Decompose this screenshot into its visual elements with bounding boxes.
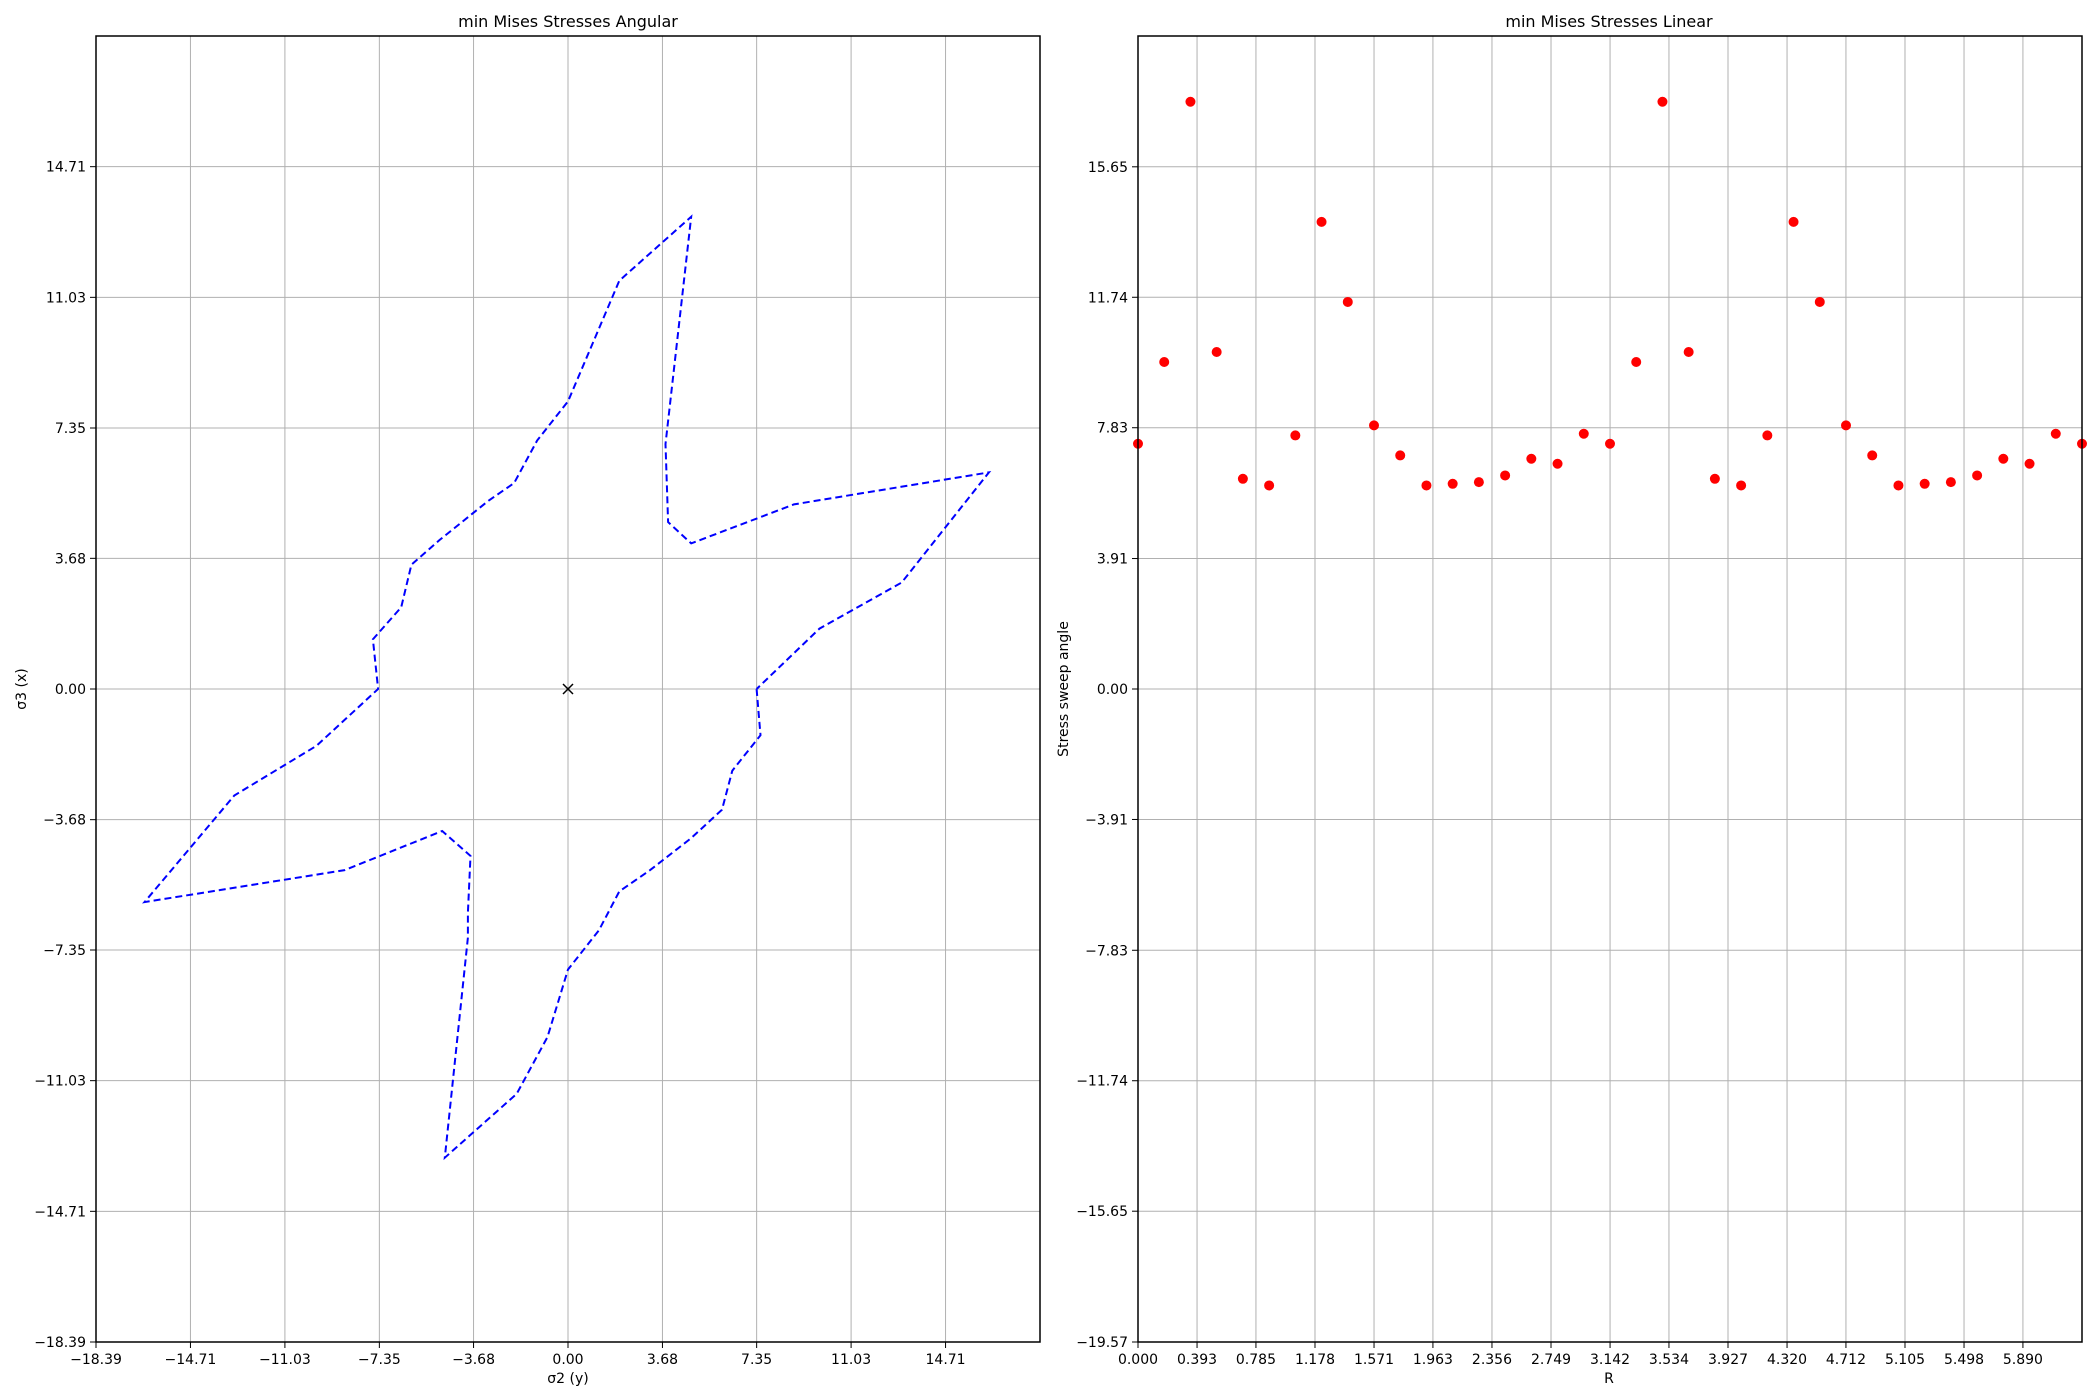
scatter-point xyxy=(1814,296,1825,307)
angular-tick-labels: −18.39 −14.71 −11.03 −7.35 −3.68 0.00 3.68 7.35… xyxy=(34,160,965,1368)
angular-x-tick-label: −3.68 xyxy=(452,1352,495,1368)
scatter-point xyxy=(1421,480,1432,491)
linear-x-tick-label: 5.105 xyxy=(1885,1352,1925,1368)
linear-x-tick-label: 3.142 xyxy=(1590,1352,1630,1368)
angular-x-tick-label: 14.71 xyxy=(926,1352,966,1368)
angular-y-tick-label: −7.35 xyxy=(43,943,86,959)
linear-x-tick-label: 0.000 xyxy=(1118,1352,1158,1368)
angular-x-tick-label: 7.35 xyxy=(741,1352,772,1368)
angular-x-tick-label: −14.71 xyxy=(165,1352,217,1368)
angular-y-tick-label: −3.68 xyxy=(43,813,86,829)
linear-x-tick-label: 0.393 xyxy=(1177,1352,1217,1368)
scatter-point xyxy=(1185,96,1196,107)
linear-y-tick-label: 3.91 xyxy=(1097,552,1128,568)
linear-x-tick-label: 3.927 xyxy=(1708,1352,1748,1368)
scatter-point xyxy=(1919,478,1930,489)
linear-x-tick-label: 4.320 xyxy=(1767,1352,1807,1368)
scatter-point xyxy=(2024,458,2035,469)
linear-y-tick-label: −11.74 xyxy=(1076,1074,1128,1090)
linear-data xyxy=(1133,96,2087,491)
linear-plot: min Mises Stresses Linear 0.000 0.393 0.78… xyxy=(1056,12,2087,1387)
linear-x-tick-label: 1.963 xyxy=(1413,1352,1453,1368)
linear-y-tick-label: −3.91 xyxy=(1085,812,1128,828)
linear-x-tick-label: 1.571 xyxy=(1354,1352,1394,1368)
linear-x-tick-label: 0.785 xyxy=(1236,1352,1276,1368)
angular-y-tick-label: 14.71 xyxy=(46,160,86,176)
angular-x-tick-label: −18.39 xyxy=(70,1352,122,1368)
linear-axes-frame xyxy=(1137,35,2083,1343)
linear-plot-title: min Mises Stresses Linear xyxy=(1505,12,1713,31)
angular-plot-title: min Mises Stresses Angular xyxy=(458,12,678,31)
angular-y-tick-label: 11.03 xyxy=(46,290,86,306)
angular-x-tick-label: −7.35 xyxy=(358,1352,401,1368)
linear-tick-labels: 0.000 0.393 0.785 1.178 1.571 1.963 2.356 2.749… xyxy=(1076,160,2043,1368)
scatter-point xyxy=(1683,346,1694,357)
linear-y-tick-label: 0.00 xyxy=(1097,682,1128,698)
scatter-point xyxy=(1709,473,1720,484)
scatter-point xyxy=(1237,473,1248,484)
scatter-point xyxy=(1762,430,1773,441)
linear-x-tick-label: 1.178 xyxy=(1295,1352,1335,1368)
linear-y-axis-label: Stress sweep angle xyxy=(1056,621,1072,757)
linear-x-tick-label: 5.498 xyxy=(1944,1352,1984,1368)
linear-y-tick-label: −19.57 xyxy=(1076,1335,1128,1351)
scatter-point xyxy=(1526,453,1537,464)
linear-y-tick-label: −7.83 xyxy=(1085,943,1128,959)
scatter-point xyxy=(1736,480,1747,491)
angular-y-tick-label: 0.00 xyxy=(55,682,86,698)
linear-y-tick-label: 11.74 xyxy=(1088,290,1128,306)
angular-y-tick-label: −18.39 xyxy=(34,1335,86,1351)
linear-x-axis-label: R xyxy=(1604,1371,1614,1387)
scatter-point xyxy=(1342,296,1353,307)
scatter-point xyxy=(1578,428,1589,439)
scatter-point xyxy=(1159,356,1170,367)
scatter-point xyxy=(1552,458,1563,469)
linear-x-tick-label: 2.749 xyxy=(1531,1352,1571,1368)
scatter-point xyxy=(1316,216,1327,227)
linear-x-tick-label: 2.356 xyxy=(1472,1352,1512,1368)
angular-data xyxy=(142,214,992,1161)
angular-y-axis-label: σ3 (x) xyxy=(14,668,30,709)
scatter-point xyxy=(1395,450,1406,461)
angular-x-tick-label: 3.68 xyxy=(647,1352,678,1368)
scatter-point xyxy=(1972,470,1983,481)
angular-plot: min Mises Stresses Angular −18.39 −14.71−… xyxy=(14,12,1041,1387)
scatter-point xyxy=(1657,96,1668,107)
angular-axes-frame xyxy=(95,35,1041,1343)
scatter-point xyxy=(1945,477,1956,488)
angular-x-tick-label: −11.03 xyxy=(259,1352,311,1368)
scatter-point xyxy=(1369,420,1379,431)
scatter-point xyxy=(1605,438,1615,449)
scatter-point xyxy=(2050,428,2061,439)
angular-y-tick-label: 7.35 xyxy=(55,421,86,437)
angular-y-tick-label: −11.03 xyxy=(34,1074,86,1090)
scatter-point xyxy=(1841,420,1851,431)
scatter-point xyxy=(1264,480,1275,491)
linear-x-tick-label: 3.534 xyxy=(1649,1352,1689,1368)
center-marker xyxy=(562,683,574,695)
linear-x-tick-label: 4.712 xyxy=(1826,1352,1866,1368)
angular-y-tick-label: 3.68 xyxy=(55,551,86,567)
scatter-point xyxy=(1867,450,1878,461)
angular-x-tick-label: 0.00 xyxy=(552,1352,583,1368)
scatter-point xyxy=(1631,356,1642,367)
angular-x-axis-label: σ2 (y) xyxy=(547,1371,588,1387)
scatter-point xyxy=(1998,453,2009,464)
linear-y-tick-label: −15.65 xyxy=(1076,1204,1128,1220)
linear-x-tick-label: 5.890 xyxy=(2003,1352,2043,1368)
scatter-point xyxy=(1473,477,1484,488)
scatter-point xyxy=(1788,216,1799,227)
scatter-point xyxy=(1500,470,1511,481)
angular-y-tick-label: −14.71 xyxy=(34,1204,86,1220)
angular-x-tick-label: 11.03 xyxy=(831,1352,871,1368)
scatter-point xyxy=(1893,480,1904,491)
scatter-point xyxy=(1211,346,1222,357)
linear-y-tick-label: 7.83 xyxy=(1097,421,1128,437)
scatter-point xyxy=(1290,430,1301,441)
linear-y-tick-label: 15.65 xyxy=(1088,160,1128,176)
scatter-point xyxy=(1447,478,1458,489)
stress-envelope-line xyxy=(142,214,992,1161)
